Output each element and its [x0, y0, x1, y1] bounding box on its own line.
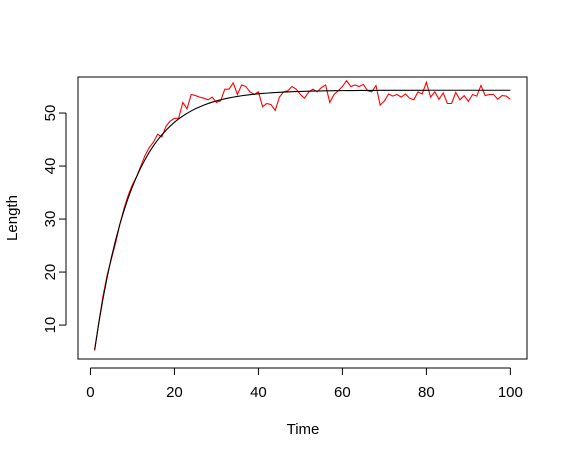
y-tick-label: 50 — [42, 105, 59, 122]
y-tick-label: 30 — [42, 211, 59, 228]
x-tick-label: 80 — [418, 384, 435, 401]
x-tick-label: 60 — [334, 384, 351, 401]
x-tick-label: 100 — [498, 384, 523, 401]
x-tick-label: 0 — [86, 384, 94, 401]
y-axis-label: Length — [4, 195, 21, 241]
x-tick-label: 40 — [250, 384, 267, 401]
y-tick-label: 10 — [42, 317, 59, 334]
x-tick-label: 20 — [166, 384, 183, 401]
series-line — [94, 79, 511, 351]
series-line — [94, 89, 511, 350]
plot-box — [77, 76, 528, 360]
x-axis-label: Time — [287, 421, 320, 438]
y-tick-label: 20 — [42, 264, 59, 281]
y-tick-label: 40 — [42, 158, 59, 175]
